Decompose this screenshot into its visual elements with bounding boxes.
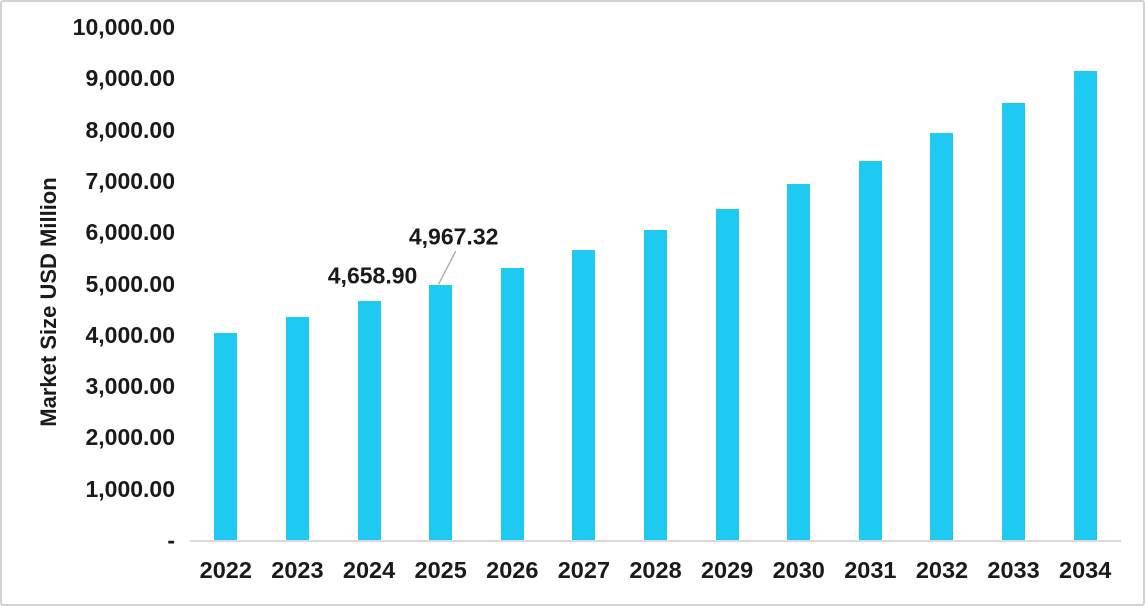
x-tick-label: 2029 [700, 557, 754, 583]
data-label-2025: 4,967.32 [408, 223, 499, 250]
x-tick-label: 2025 [414, 557, 467, 583]
y-tick-label: 4,000.00 [85, 321, 175, 348]
x-tick-label: 2032 [915, 557, 969, 583]
bar-2023 [285, 316, 309, 540]
y-tick-label: 9,000.00 [85, 65, 175, 92]
bar-2027 [572, 249, 596, 540]
bar-2029 [715, 208, 739, 540]
x-tick-label: 2027 [557, 557, 611, 583]
y-tick-label: 3,000.00 [85, 373, 175, 400]
x-tick-label: 2033 [987, 557, 1040, 583]
data-label-2024: 4,658.90 [327, 262, 418, 289]
bar-2032 [930, 133, 954, 540]
y-tick-label: - [167, 527, 175, 553]
x-axis-line [190, 540, 1121, 542]
y-tick-label: 6,000.00 [85, 219, 175, 246]
bar-2028 [644, 230, 667, 540]
y-tick-label: 2,000.00 [85, 424, 175, 451]
y-tick-label: 8,000.00 [85, 116, 175, 143]
x-tick-label: 2034 [1059, 557, 1112, 583]
x-tick-label: 2026 [486, 557, 539, 583]
bar-2031 [858, 160, 882, 540]
bar-2024 [357, 300, 381, 540]
bar-2034 [1073, 71, 1097, 540]
bar-2022 [214, 332, 238, 540]
x-tick-label: 2028 [629, 557, 682, 583]
y-tick-label: 7,000.00 [85, 167, 175, 194]
bar-2025 [429, 285, 453, 540]
bar-2033 [1002, 102, 1026, 540]
y-tick-label: 1,000.00 [85, 475, 175, 502]
bar-2026 [500, 268, 524, 540]
y-tick-label: 5,000.00 [85, 270, 175, 297]
x-tick-label: 2031 [844, 557, 897, 583]
x-tick-label: 2022 [199, 557, 252, 583]
x-tick-label: 2024 [342, 557, 396, 583]
x-tick-label: 2030 [772, 557, 825, 583]
x-tick-label: 2023 [271, 557, 324, 583]
y-tick-label: 10,000.00 [72, 14, 175, 40]
bar-2030 [787, 184, 811, 540]
